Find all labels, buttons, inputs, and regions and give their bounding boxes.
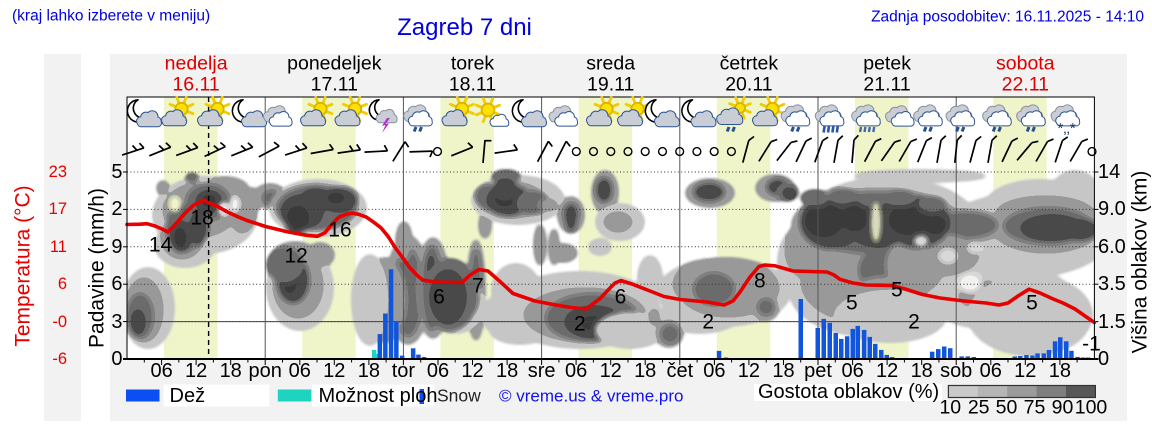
- svg-text:*‚‚*: *‚‚*: [1057, 120, 1076, 137]
